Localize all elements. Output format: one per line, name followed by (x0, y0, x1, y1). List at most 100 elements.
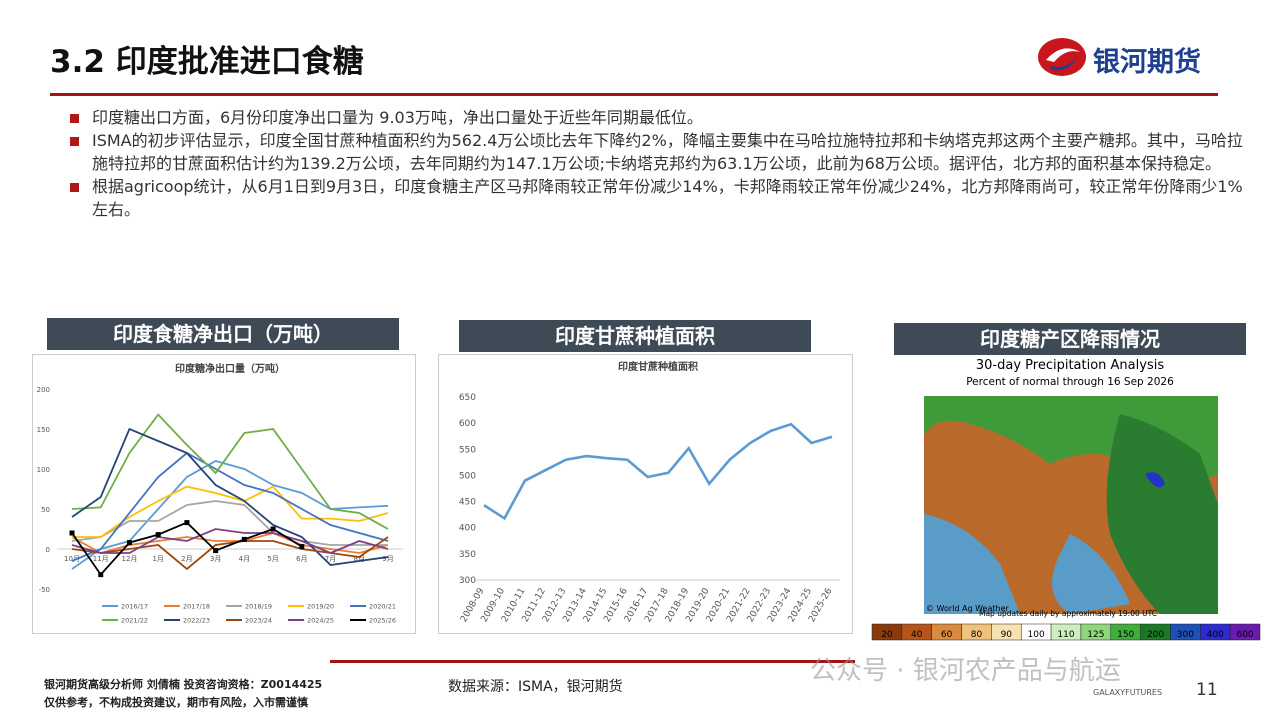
bullet: 根据agricoop统计，从6月1日到9月3日，印度食糖主产区马邦降雨较正常年份… (70, 175, 1250, 221)
x-tick-label: 12月 (121, 555, 137, 563)
legend-label: 2019/20 (307, 603, 334, 611)
scale-label: 150 (1117, 630, 1134, 640)
series-line (71, 413, 389, 530)
bullet-list: 印度糖出口方面，6月份印度净出口量为 9.03万吨，净出口量处于近些年同期最低位… (70, 106, 1250, 221)
scale-label: 60 (941, 630, 953, 640)
scale-label: 110 (1057, 630, 1074, 640)
y-tick-label: 600 (459, 419, 476, 429)
series-line (71, 451, 389, 562)
analyst: 银河期货高级分析师 刘倩楠 投资咨询资格：Z0014425 (44, 678, 323, 691)
point-marker (184, 520, 190, 526)
scale-label: 90 (1001, 630, 1013, 640)
map-note: Map updates daily by approximately 19:00… (979, 609, 1157, 618)
series-line (71, 427, 389, 566)
series-line (483, 422, 833, 521)
map-region (1145, 472, 1165, 488)
legend-label: 2020/21 (369, 603, 396, 611)
x-tick-label: 6月 (296, 555, 307, 563)
point-marker (155, 532, 161, 538)
point-marker (69, 530, 75, 536)
watermark: 公众号 · 银河农产品与航运 (810, 656, 1121, 686)
legend-label: 2016/17 (121, 603, 148, 611)
x-tick-label: 8月 (354, 555, 365, 563)
series-line (71, 528, 389, 554)
x-tick-label: 9月 (382, 555, 393, 563)
legend-label: 2022/23 (183, 617, 210, 625)
scale-swatch (1229, 623, 1261, 641)
header-rule (50, 93, 1218, 96)
disclaimer: 仅供参考，不构成投资建议，期市有风险，入市需谨慎 (44, 696, 308, 709)
slide-title: 3.2 印度批准进口食糖 (50, 44, 364, 80)
x-tick-label: 2月 (181, 555, 192, 563)
scale-label: 80 (971, 630, 983, 640)
brand: GALAXYFUTURES (1093, 688, 1163, 697)
page-number: 11 (1196, 680, 1218, 700)
map-credit: © World Ag Weather (926, 604, 1010, 613)
legend-label: 2023/24 (245, 617, 272, 625)
y-tick-label: 300 (459, 576, 476, 586)
legend-label: 2025/26 (369, 617, 396, 625)
scale-label: 125 (1087, 630, 1104, 640)
map-subtitle: Percent of normal through 16 Sep 2026 (966, 376, 1174, 388)
scale-label: 300 (1177, 630, 1194, 640)
chart: 印度糖净出口量（万吨） -50 0 50 100 150 200 10月 11月 12月 1月 2月 3… (32, 354, 416, 634)
series-line (71, 500, 388, 546)
bullet: 印度糖出口方面，6月份印度净出口量为 9.03万吨，净出口量处于近些年同期最低位… (70, 106, 1250, 129)
y-tick-label: 450 (459, 498, 476, 508)
x-tick-label: 4月 (239, 555, 250, 563)
point-marker (299, 544, 305, 550)
map-region (1106, 414, 1218, 614)
y-tick-label: 350 (459, 550, 476, 560)
chart-title: 印度甘蔗种植面积 (618, 360, 698, 373)
scale-label: 100 (1028, 630, 1045, 640)
point-marker (98, 572, 104, 578)
x-tick-label: 1月 (152, 555, 163, 563)
point-marker (213, 548, 219, 554)
point-marker (241, 536, 247, 542)
scale-label: 20 (881, 630, 893, 640)
y-tick-label: -50 (39, 586, 50, 594)
y-tick-label: 0 (46, 546, 50, 554)
panel-header: 印度食糖净出口（万吨） (47, 318, 399, 350)
series-line (71, 536, 389, 571)
scale-label: 600 (1236, 630, 1253, 640)
chart-title: 印度糖净出口量（万吨） (175, 362, 285, 375)
x-tick-label: 3月 (210, 555, 221, 563)
series-line (71, 460, 389, 570)
map-title: 30-day Precipitation Analysis (976, 358, 1164, 373)
x-tick-label: 5月 (267, 555, 278, 563)
panel-header: 印度糖产区降雨情况 (894, 323, 1246, 355)
y-tick-label: 650 (459, 393, 476, 403)
scale-label: 400 (1207, 630, 1224, 640)
map-sea (1052, 534, 1130, 614)
legend-label: 2021/22 (121, 617, 148, 625)
logo-icon (1038, 38, 1086, 76)
panel-header: 印度甘蔗种植面积 (459, 320, 811, 352)
series-line (71, 532, 389, 554)
source: 数据来源：ISMA，银河期货 (448, 679, 623, 695)
legend-label: 2018/19 (245, 603, 272, 611)
logo-text: 银河期货 (1093, 47, 1201, 78)
y-tick-label: 200 (37, 386, 50, 394)
y-tick-label: 100 (37, 466, 50, 474)
point-marker (270, 526, 276, 532)
y-tick-label: 150 (37, 426, 50, 434)
y-tick-label: 400 (459, 524, 476, 534)
x-tick-label: 7月 (325, 555, 336, 563)
legend-label: 2024/25 (307, 617, 334, 625)
scale-label: 200 (1147, 630, 1164, 640)
map-sea (924, 514, 1020, 614)
legend-label: 2017/18 (183, 603, 210, 611)
x-tick-label: 11月 (93, 555, 109, 563)
footer-rule (330, 660, 855, 663)
y-tick-label: 550 (459, 445, 476, 455)
scale-label: 40 (911, 630, 923, 640)
bullet: ISMA的初步评估显示，印度全国甘蔗种植面积约为562.4万公顷比去年下降约2%… (70, 129, 1250, 175)
point-marker (126, 540, 132, 546)
y-tick-label: 500 (459, 471, 476, 481)
chart: 印度甘蔗种植面积3003504004505005506006502008-092… (438, 354, 853, 634)
x-tick-label: 10月 (64, 555, 80, 563)
y-tick-label: 50 (41, 506, 50, 514)
precipitation-map: 30-day Precipitation Analysis Percent of… (871, 356, 1261, 641)
